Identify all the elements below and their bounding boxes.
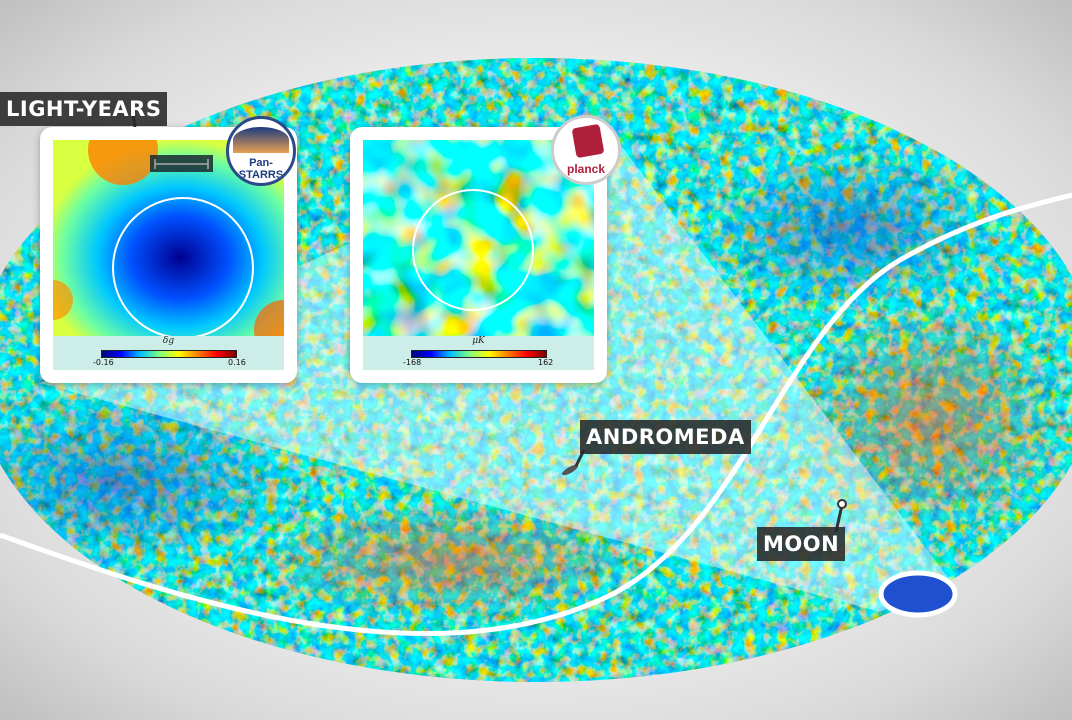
- colorbar-label: μK: [472, 336, 485, 346]
- colorbar-min: -0.16: [93, 358, 114, 367]
- andromeda-label: ANDROMEDA: [580, 420, 751, 454]
- planck-logo: planck: [551, 115, 621, 185]
- cmb-temperature-map: [363, 140, 594, 336]
- colorbar-max: 162: [538, 358, 554, 367]
- scale-bar: [154, 159, 209, 169]
- colorbar: δg -0.16 0.16: [53, 336, 284, 370]
- moon-marker: [837, 499, 847, 509]
- colorbar-gradient: [101, 350, 237, 358]
- colorbar: μK -168 162: [363, 336, 594, 370]
- moon-region-circle: [878, 570, 958, 618]
- colorbar-gradient: [411, 350, 547, 358]
- planck-inset: μK -168 162: [350, 127, 607, 383]
- light-years-label: LIGHT-YEARS: [0, 92, 168, 126]
- colorbar-label: δg: [162, 336, 175, 346]
- pan-starrs-logo: Pan-STARRS: [226, 116, 296, 186]
- galactic-plane-curve: [0, 192, 1072, 637]
- colorbar-min: -168: [403, 358, 422, 367]
- andromeda-galaxy: [562, 464, 578, 476]
- colorbar-max: 0.16: [228, 358, 246, 367]
- moon-label: MOON: [757, 527, 846, 561]
